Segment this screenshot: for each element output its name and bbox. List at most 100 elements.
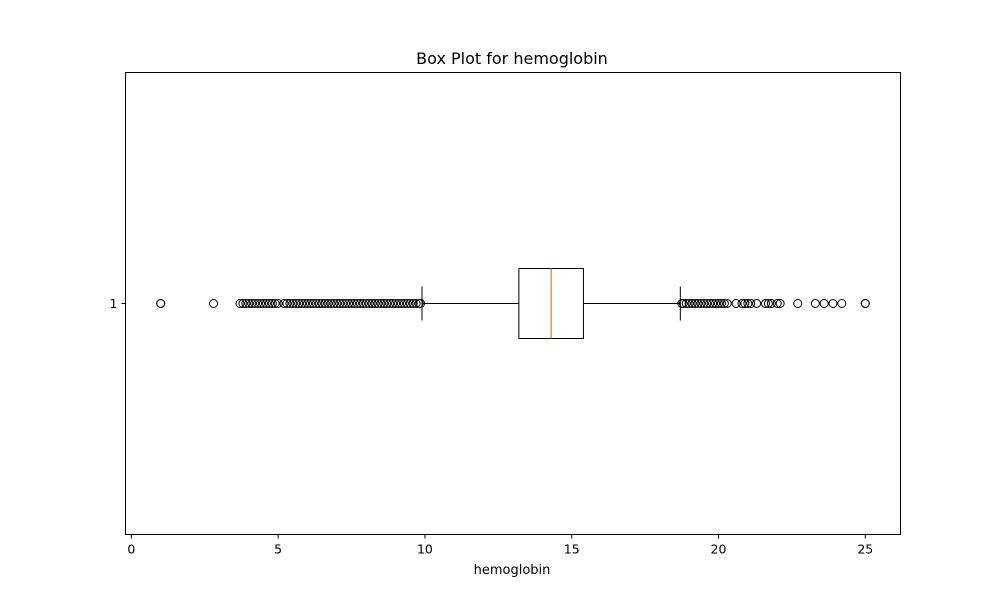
outlier-point — [258, 299, 268, 308]
outlier-point — [285, 299, 295, 308]
outlier-point — [681, 299, 691, 308]
outlier-point — [279, 299, 289, 308]
x-tick-label: 0 — [127, 542, 135, 557]
outlier-point — [810, 299, 820, 308]
outlier-point — [209, 299, 219, 308]
outlier-point — [763, 299, 773, 308]
outlier-point — [364, 299, 374, 308]
outlier-point — [282, 299, 292, 308]
outlier-point — [708, 299, 718, 308]
outlier-point — [361, 299, 371, 308]
outlier-point — [772, 299, 782, 308]
outlier-point — [740, 299, 750, 308]
outlier-point — [416, 299, 426, 308]
outlier-point — [238, 299, 248, 308]
x-axis: 0 5 10 15 20 25 — [127, 534, 873, 557]
x-axis-label: hemoglobin — [474, 563, 551, 578]
outlier-point — [355, 299, 365, 308]
outlier-point — [314, 299, 324, 308]
outlier-point — [705, 299, 715, 308]
outlier-point — [244, 299, 254, 308]
x-tick-label: 10 — [417, 542, 433, 557]
outlier-point — [722, 299, 732, 308]
outlier-point — [402, 299, 412, 308]
outlier-point — [828, 299, 838, 308]
outlier-point — [687, 299, 697, 308]
outlier-point — [320, 299, 330, 308]
outlier-point — [326, 299, 336, 308]
outlier-point — [305, 299, 315, 308]
outlier-point — [329, 299, 339, 308]
outlier-point — [684, 299, 694, 308]
outlier-point — [256, 299, 266, 308]
outlier-point — [270, 299, 280, 308]
outlier-point — [376, 299, 386, 308]
outlier-point — [235, 299, 245, 308]
outlier-point — [373, 299, 383, 308]
outlier-point — [379, 299, 389, 308]
outlier-point — [711, 299, 721, 308]
outlier-point — [388, 299, 398, 308]
outlier-point — [253, 299, 263, 308]
outlier-point — [300, 299, 310, 308]
plot-area — [156, 268, 870, 339]
outlier-point — [338, 299, 348, 308]
outlier-point — [347, 299, 357, 308]
outlier-point — [349, 299, 359, 308]
outlier-point — [702, 299, 712, 308]
outlier-point — [760, 299, 770, 308]
outlier-point — [335, 299, 345, 308]
outlier-point — [690, 299, 700, 308]
outlier-point — [344, 299, 354, 308]
outlier-point — [367, 299, 377, 308]
x-tick-label: 20 — [711, 542, 727, 557]
outlier-point — [352, 299, 362, 308]
outlier-point — [156, 299, 166, 308]
y-tick-label: 1 — [110, 296, 118, 311]
outlier-point — [837, 299, 847, 308]
x-tick-label: 5 — [274, 542, 282, 557]
outlier-point — [267, 299, 277, 308]
outlier-point — [408, 299, 418, 308]
outlier-point — [752, 299, 762, 308]
outlier-point — [250, 299, 260, 308]
outlier-point — [394, 299, 404, 308]
outlier-point — [699, 299, 709, 308]
outlier-point — [696, 299, 706, 308]
outlier-point — [737, 299, 747, 308]
outlier-point — [311, 299, 321, 308]
outlier-point — [294, 299, 304, 308]
outlier-point — [247, 299, 257, 308]
outlier-point — [793, 299, 803, 308]
outlier-point — [860, 299, 870, 308]
outlier-point — [766, 299, 776, 308]
x-tick-label: 15 — [564, 542, 580, 557]
outlier-point — [382, 299, 392, 308]
outlier-point — [308, 299, 318, 308]
outlier-point — [297, 299, 307, 308]
y-axis: 1 — [110, 296, 126, 311]
outlier-point — [303, 299, 313, 308]
outlier-point — [743, 299, 753, 308]
outlier-point — [746, 299, 756, 308]
outlier-point — [719, 299, 729, 308]
outlier-point — [716, 299, 726, 308]
chart-title: Box Plot for hemoglobin — [416, 49, 608, 68]
outlier-point — [819, 299, 829, 308]
outlier-point — [291, 299, 301, 308]
outlier-point — [317, 299, 327, 308]
outlier-point — [693, 299, 703, 308]
outlier-point — [358, 299, 368, 308]
outlier-point — [713, 299, 723, 308]
outlier-point — [731, 299, 741, 308]
outlier-point — [241, 299, 251, 308]
outlier-point — [332, 299, 342, 308]
outlier-point — [405, 299, 415, 308]
outlier-point — [264, 299, 274, 308]
outlier-point — [399, 299, 409, 308]
outlier-point — [411, 299, 421, 308]
outlier-point — [323, 299, 333, 308]
outlier-point — [273, 299, 283, 308]
outlier-point — [288, 299, 298, 308]
